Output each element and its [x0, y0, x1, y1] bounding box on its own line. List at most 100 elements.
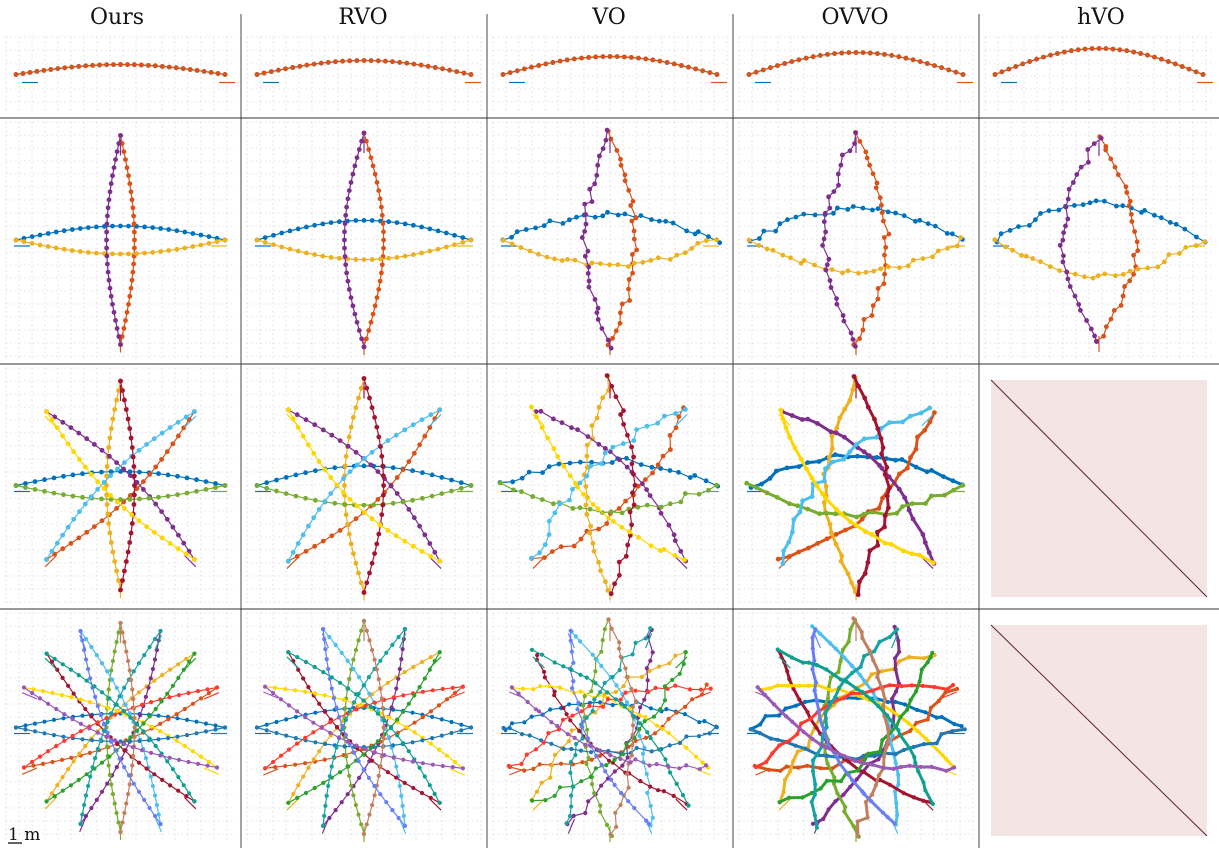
trajectory-point — [69, 755, 74, 760]
trajectory-point — [378, 764, 383, 769]
trajectory-point — [400, 647, 405, 652]
trajectory-point — [913, 689, 919, 694]
trajectory-point — [105, 669, 110, 674]
trajectory-point — [122, 748, 127, 753]
trajectory-point — [437, 407, 443, 413]
trajectory-point — [379, 512, 385, 518]
trajectory-line — [746, 481, 964, 519]
trajectory-point — [368, 704, 373, 710]
trajectory-point — [99, 690, 105, 695]
trajectory-point — [104, 502, 110, 507]
agent-trajectory — [780, 405, 934, 567]
trajectory-point — [646, 689, 651, 695]
trajectory-point — [810, 758, 816, 763]
trajectory-point — [605, 690, 610, 695]
trajectory-point — [827, 278, 833, 283]
trajectory-point — [893, 210, 898, 216]
trajectory-point — [809, 494, 815, 499]
trajectory-point — [770, 247, 776, 253]
trajectory-point — [860, 205, 866, 211]
start-arrow — [154, 816, 162, 833]
trajectory-point — [375, 711, 380, 716]
trajectory-point — [680, 793, 686, 798]
trajectory-point — [124, 801, 129, 806]
trajectory-point — [381, 735, 386, 740]
trajectory-point — [655, 420, 661, 426]
trajectory-point — [892, 821, 897, 826]
trajectory-point — [653, 685, 658, 691]
trajectory-line — [363, 620, 385, 835]
trajectory-point — [623, 553, 629, 559]
trajectory-point — [345, 522, 350, 527]
trajectory-point — [602, 680, 607, 686]
trajectory-point — [865, 815, 870, 820]
trajectory-point — [886, 474, 892, 480]
trajectory-point — [810, 635, 815, 640]
trajectory-point — [881, 703, 886, 708]
trajectory-point — [128, 189, 134, 195]
trajectory-point — [300, 532, 306, 538]
trajectory-point — [104, 492, 109, 498]
trajectory-point — [881, 235, 887, 240]
agent-trajectory — [851, 130, 892, 355]
trajectory-point — [593, 669, 598, 674]
trajectory-point — [206, 759, 212, 765]
trajectory-point — [201, 69, 207, 74]
trajectory-point — [399, 793, 404, 799]
trajectory-point — [215, 71, 221, 76]
trajectory-point — [376, 287, 382, 292]
panel-dot-grid — [5, 612, 235, 842]
trajectory-point — [589, 260, 595, 266]
trajectory-point — [144, 766, 149, 771]
trajectory-point — [823, 495, 828, 501]
unavailable-diagonal — [990, 624, 1208, 837]
trajectory-point — [213, 723, 218, 728]
trajectory-point — [631, 260, 637, 266]
trajectory-point — [108, 469, 114, 474]
trajectory-point — [833, 695, 838, 700]
trajectory-point — [586, 264, 592, 270]
trajectory-point — [372, 303, 378, 309]
trajectory-point — [924, 737, 929, 742]
trajectory-point — [897, 659, 902, 664]
trajectory-point — [816, 709, 822, 714]
trajectory-point — [372, 171, 378, 177]
trajectory-point — [849, 580, 854, 586]
trajectory-point — [370, 802, 375, 808]
trajectory-point — [896, 772, 901, 777]
trajectory-point — [340, 723, 345, 729]
trajectory-point — [1112, 164, 1118, 170]
trajectory-point — [514, 229, 520, 235]
trajectory-point — [254, 72, 260, 77]
trajectory-point — [319, 725, 324, 731]
trajectory-point — [600, 54, 606, 59]
trajectory-point — [790, 719, 795, 724]
trajectory-point — [61, 734, 66, 739]
trajectory-point — [354, 58, 360, 63]
trajectory-point — [254, 237, 260, 243]
trajectory-point — [367, 691, 372, 696]
trajectory-point — [349, 783, 354, 788]
trajectory-point — [698, 687, 704, 692]
trajectory-point — [1102, 271, 1108, 277]
trajectory-point — [648, 735, 653, 741]
trajectory-point — [1159, 56, 1164, 62]
trajectory-point — [516, 691, 521, 696]
trajectory-point — [573, 634, 578, 639]
trajectory-point — [165, 736, 171, 741]
trajectory-point — [132, 62, 137, 68]
start-arrow — [645, 633, 653, 649]
trajectory-point — [910, 57, 916, 63]
trajectory-point — [198, 754, 204, 759]
trajectory-point — [1034, 56, 1039, 62]
trajectory-point — [943, 690, 948, 695]
trajectory-point — [673, 411, 678, 416]
trajectory-point — [887, 634, 892, 640]
trajectory-point — [1060, 259, 1066, 265]
agent-trajectory — [13, 483, 228, 502]
trajectory-point — [536, 251, 541, 257]
trajectory-point — [918, 764, 924, 770]
trajectory-point — [127, 493, 133, 498]
agent-trajectory — [342, 618, 367, 842]
trajectory-point — [629, 461, 635, 467]
